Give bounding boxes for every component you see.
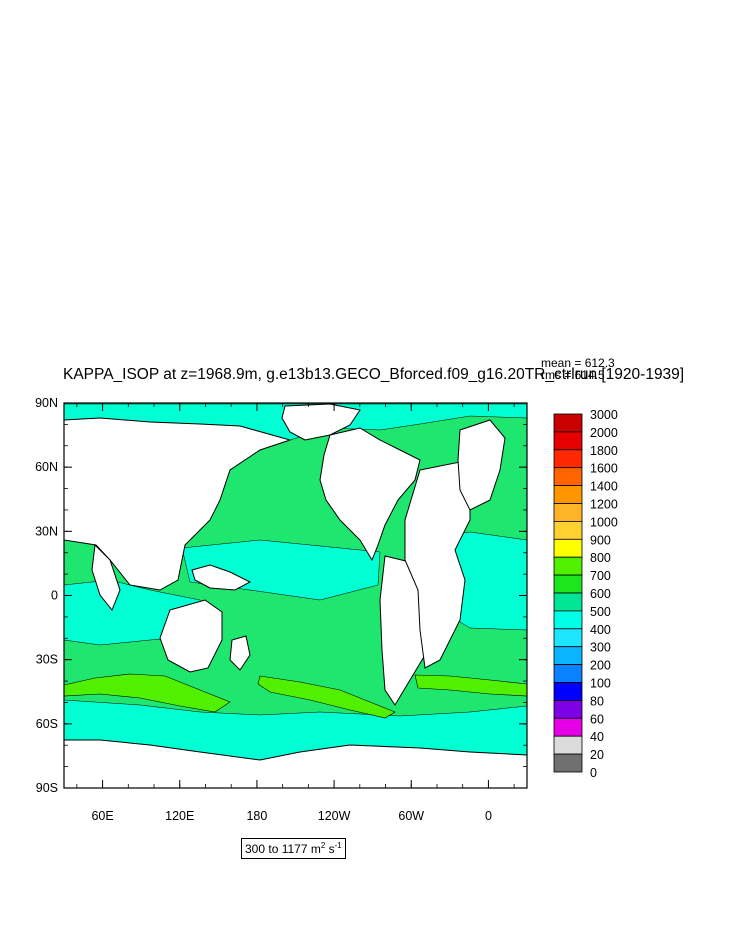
y-tick-label: 60N — [35, 460, 58, 474]
x-tick-label: 0 — [485, 809, 492, 823]
colorbar-swatch — [553, 717, 583, 737]
colorbar-label: 1000 — [590, 515, 618, 529]
colorbar-swatch — [553, 682, 583, 701]
colorbar-swatch — [553, 521, 583, 540]
plot-title: KAPPA_ISOP at z=1968.9m, g.e13b13.GECO_B… — [63, 366, 685, 383]
range-box: 300 to 1177 m2 s-1 — [241, 838, 346, 859]
x-tick-label: 120E — [165, 809, 194, 823]
colorbar-label: 2000 — [590, 426, 618, 440]
map-axes: 90N 60N 30N 0 30S 60S 90S 60E 120E 180 120W 60W 0 — [35, 396, 527, 823]
y-tick-label: 30N — [35, 524, 58, 538]
colorbar-label: 500 — [590, 605, 611, 619]
range-mid: s — [325, 842, 335, 856]
colorbar-label: 40 — [590, 730, 604, 744]
colorbar-swatch — [553, 628, 583, 648]
colorbar-label: 800 — [590, 551, 611, 565]
mean-stat: mean = 612.3 — [541, 356, 615, 370]
x-tick-label: 120W — [318, 809, 351, 823]
rms-stat: rms = 614.5 — [541, 368, 605, 382]
range-exp2: -1 — [334, 841, 342, 850]
colorbar-swatch — [553, 664, 583, 683]
colorbar-label: 1200 — [590, 498, 618, 512]
colorbar-swatch — [553, 646, 583, 666]
map-body — [63, 402, 528, 789]
colorbar-label: 60 — [590, 712, 604, 726]
y-tick-label: 30S — [36, 653, 58, 667]
colorbar-swatch — [553, 574, 583, 594]
colorbar-swatch — [553, 753, 583, 773]
colorbar-swatch — [553, 413, 583, 433]
colorbar-swatch — [553, 610, 583, 630]
colorbar-swatch — [553, 592, 583, 612]
land-masses — [63, 403, 528, 789]
colorbar: 3000200018001600140012001000900800700600… — [553, 408, 618, 780]
colorbar-label: 3000 — [590, 408, 618, 422]
colorbar-label: 400 — [590, 623, 611, 637]
colorbar-swatch — [553, 431, 583, 451]
colorbar-swatch — [553, 538, 583, 558]
colorbar-swatch — [553, 700, 583, 719]
y-tick-label: 60S — [36, 717, 58, 731]
y-tick-label: 90N — [35, 396, 58, 410]
antarctic-current-bands — [63, 673, 528, 719]
x-tick-label: 180 — [246, 809, 267, 823]
colorbar-swatch — [553, 735, 583, 755]
colorbar-label: 80 — [590, 694, 604, 708]
colorbar-label: 20 — [590, 748, 604, 762]
colorbar-label: 0 — [590, 766, 597, 780]
range-prefix: 300 to 1177 m — [245, 842, 321, 856]
y-tick-label: 0 — [51, 589, 58, 603]
range-exp1: 2 — [320, 841, 326, 850]
colorbar-swatch — [553, 467, 583, 487]
colorbar-label: 900 — [590, 533, 611, 547]
y-tick-label: 90S — [36, 781, 58, 795]
colorbar-label: 600 — [590, 587, 611, 601]
x-tick-label: 60E — [91, 809, 113, 823]
colorbar-swatch — [553, 503, 583, 522]
colorbar-label: 200 — [590, 659, 611, 673]
colorbar-label: 1600 — [590, 462, 618, 476]
x-tick-label: 60W — [398, 809, 424, 823]
colorbar-label: 1400 — [590, 480, 618, 494]
colorbar-label: 100 — [590, 677, 611, 691]
colorbar-label: 300 — [590, 641, 611, 655]
colorbar-swatch — [553, 485, 583, 504]
colorbar-label: 700 — [590, 569, 611, 583]
colorbar-swatch — [553, 556, 583, 576]
colorbar-label: 1800 — [590, 444, 618, 458]
colorbar-swatch — [553, 449, 583, 469]
